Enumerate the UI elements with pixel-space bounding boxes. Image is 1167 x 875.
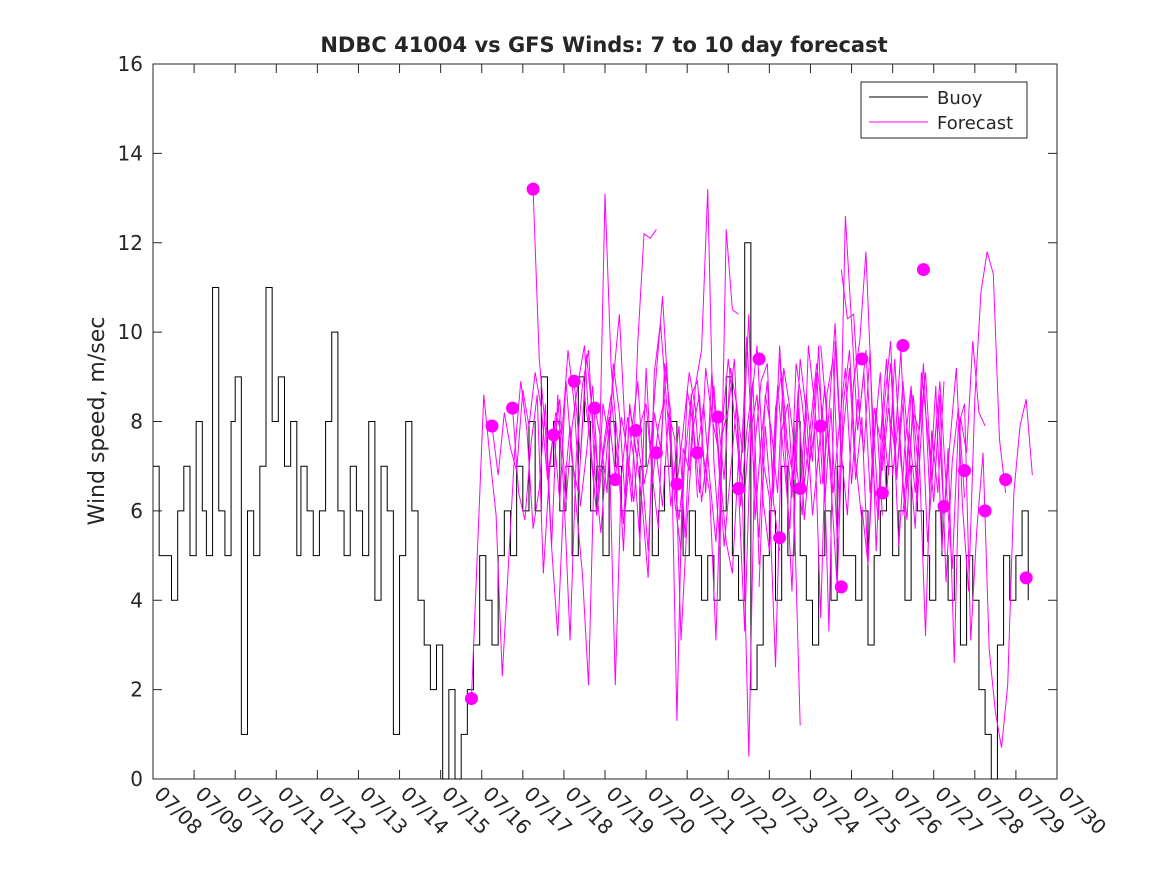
forecast-line bbox=[696, 336, 822, 543]
forecast-marker bbox=[732, 482, 746, 496]
chart-title: NDBC 41004 vs GFS Winds: 7 to 10 day for… bbox=[320, 33, 887, 57]
forecast-marker bbox=[629, 423, 643, 437]
forecast-line bbox=[553, 345, 678, 686]
y-tick-label: 10 bbox=[118, 320, 143, 344]
forecast-marker bbox=[875, 486, 889, 500]
legend-forecast-label: Forecast bbox=[937, 113, 1013, 134]
y-tick-label: 6 bbox=[130, 499, 143, 523]
forecast-line bbox=[512, 193, 637, 574]
forecast-marker bbox=[464, 692, 478, 706]
forecast-marker bbox=[896, 339, 910, 353]
forecast-marker bbox=[690, 446, 704, 460]
forecast-line bbox=[594, 296, 719, 552]
forecast-marker bbox=[711, 410, 725, 424]
y-tick-label: 12 bbox=[118, 231, 143, 255]
legend-box bbox=[860, 81, 1028, 139]
forecast-marker bbox=[855, 352, 869, 366]
y-tick-label: 0 bbox=[130, 767, 143, 791]
forecast-line bbox=[614, 189, 739, 721]
forecast-marker bbox=[999, 473, 1013, 487]
forecast-line bbox=[861, 341, 986, 663]
forecast-marker bbox=[588, 401, 602, 415]
forecast-series-group bbox=[470, 189, 1033, 757]
forecast-line bbox=[881, 251, 1007, 592]
y-tick-label: 14 bbox=[118, 141, 143, 165]
forecast-marker bbox=[834, 580, 848, 594]
forecast-marker bbox=[649, 446, 663, 460]
forecast-marker bbox=[547, 428, 561, 442]
forecast-marker bbox=[814, 419, 828, 433]
forecast-marker bbox=[526, 182, 540, 196]
forecast-line bbox=[902, 381, 1033, 748]
legend-buoy-label: Buoy bbox=[937, 88, 983, 109]
forecast-line bbox=[779, 251, 904, 520]
forecast-marker bbox=[670, 477, 684, 491]
y-axis-ticks: 0 2 4 6 8 10 12 14 16 bbox=[118, 52, 1057, 791]
forecast-markers bbox=[464, 182, 1033, 706]
forecast-line bbox=[470, 381, 596, 699]
forecast-marker bbox=[485, 419, 499, 433]
y-tick-label: 16 bbox=[118, 52, 143, 76]
y-tick-label: 2 bbox=[130, 678, 143, 702]
forecast-marker bbox=[793, 482, 807, 496]
forecast-marker bbox=[916, 263, 930, 277]
forecast-marker bbox=[506, 401, 520, 415]
axes-box bbox=[152, 63, 1058, 780]
forecast-marker bbox=[937, 499, 951, 513]
y-tick-label: 4 bbox=[130, 588, 143, 612]
legend: Buoy Forecast bbox=[860, 81, 1028, 139]
forecast-marker bbox=[978, 504, 992, 518]
forecast-marker bbox=[752, 352, 766, 366]
y-tick-label: 8 bbox=[130, 410, 143, 434]
forecast-marker bbox=[958, 464, 972, 478]
y-axis-label: Wind speed, m/sec bbox=[85, 317, 110, 526]
forecast-marker bbox=[1019, 571, 1033, 585]
forecast-marker bbox=[567, 374, 581, 388]
forecast-line bbox=[655, 363, 781, 757]
forecast-marker bbox=[608, 473, 622, 487]
forecast-marker bbox=[773, 531, 787, 545]
